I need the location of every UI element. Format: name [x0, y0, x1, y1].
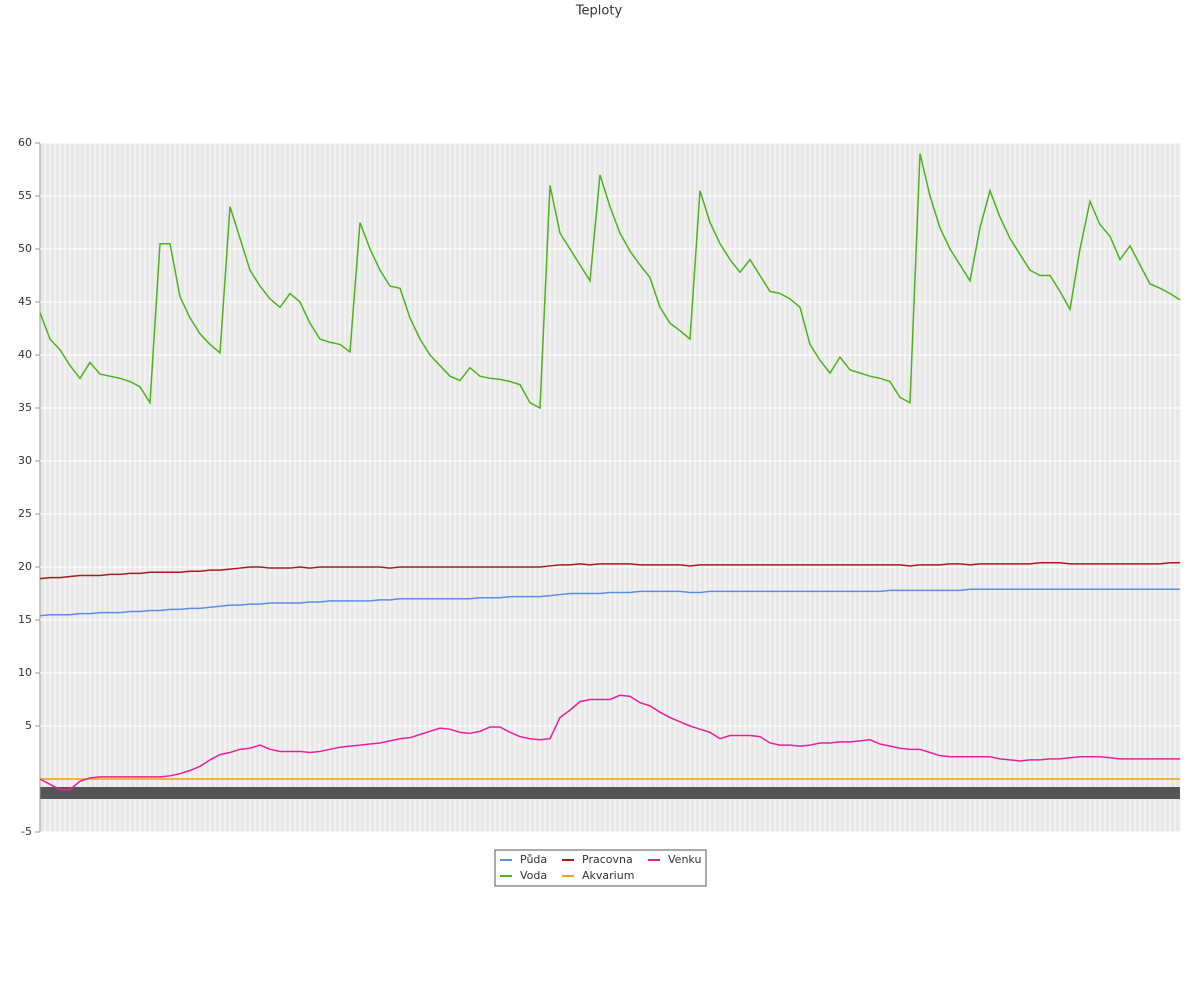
series-line	[39, 588, 1180, 617]
legend-label: Voda	[520, 869, 547, 882]
y-tick-label: 60	[18, 136, 32, 149]
legend-label: Venku	[668, 853, 701, 866]
series-line	[39, 562, 1180, 580]
y-tick-label: 20	[18, 560, 32, 573]
legend-label: Pracovna	[582, 853, 633, 866]
y-tick-label: 40	[18, 348, 32, 361]
series-line	[39, 153, 1181, 410]
y-tick-label: 50	[18, 242, 32, 255]
legend-label: Akvarium	[582, 869, 634, 882]
y-tick-label: 30	[18, 454, 32, 467]
y-tick-label: -5	[21, 825, 32, 838]
y-tick-label: 5	[25, 719, 32, 732]
y-tick-label: 35	[18, 401, 32, 414]
y-tick-label: 25	[18, 507, 32, 520]
chart-title: Teploty	[575, 4, 623, 19]
y-tick-label: 10	[18, 666, 32, 679]
legend-box	[494, 849, 707, 887]
plot-background	[39, 143, 1181, 832]
y-tick-label: 15	[18, 613, 32, 626]
x-axis-labels	[40, 787, 1180, 799]
y-tick-label: 45	[18, 295, 32, 308]
series-line	[39, 694, 1180, 791]
y-tick-label: 55	[18, 189, 32, 202]
legend-label: Půda	[520, 853, 547, 866]
